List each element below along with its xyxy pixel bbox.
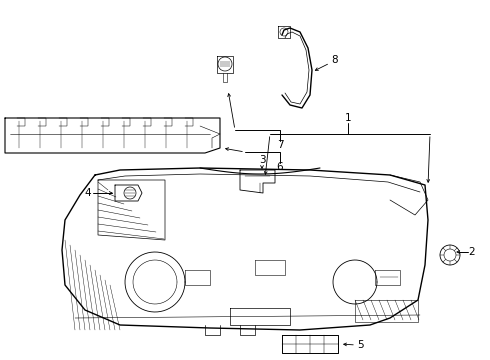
Text: 2: 2 — [469, 247, 475, 257]
Text: 3: 3 — [259, 155, 265, 165]
Text: 7: 7 — [277, 140, 283, 150]
Text: 8: 8 — [332, 55, 338, 65]
Text: 1: 1 — [344, 113, 351, 123]
Text: 4: 4 — [85, 188, 91, 198]
Text: 6: 6 — [277, 162, 283, 172]
Text: 5: 5 — [357, 340, 363, 350]
